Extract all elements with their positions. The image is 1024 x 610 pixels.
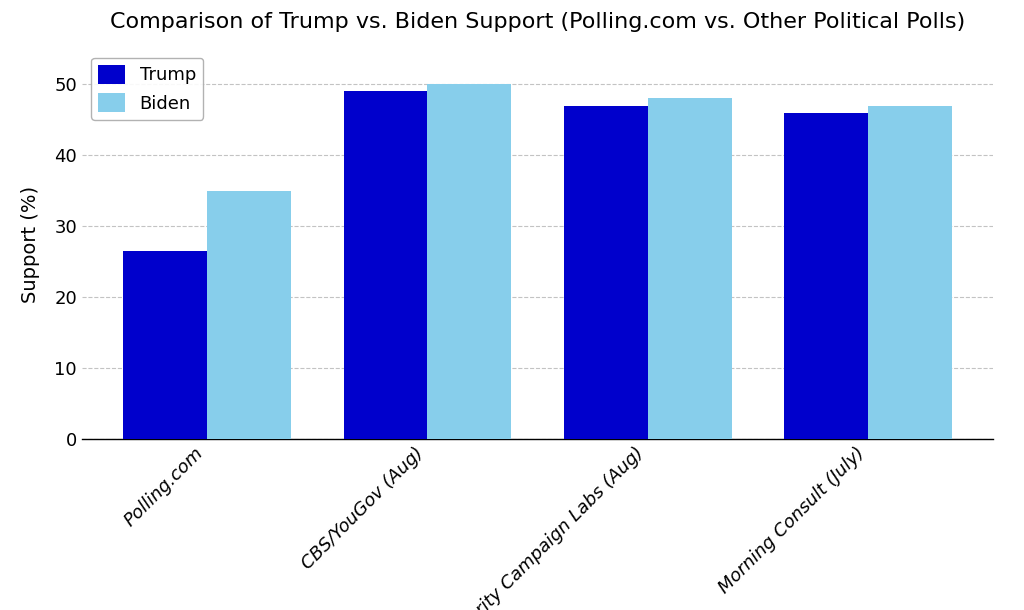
Bar — [564, 106, 648, 439]
Y-axis label: Support (%): Support (%) — [22, 185, 40, 303]
Bar — [868, 106, 952, 439]
Title: Comparison of Trump vs. Biden Support (Polling.com vs. Other Political Polls): Comparison of Trump vs. Biden Support (P… — [110, 12, 966, 32]
Bar — [344, 92, 427, 439]
Bar — [207, 191, 291, 439]
Legend: Trump, Biden: Trump, Biden — [91, 58, 204, 120]
Bar — [648, 98, 731, 439]
Bar — [427, 84, 511, 439]
Bar — [123, 251, 207, 439]
Bar — [784, 113, 868, 439]
